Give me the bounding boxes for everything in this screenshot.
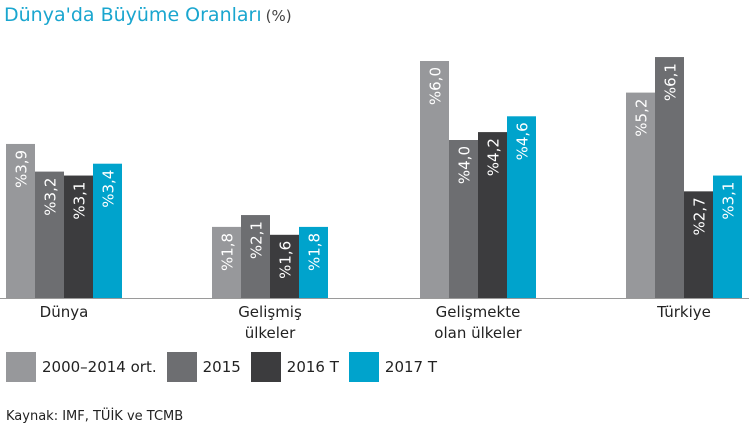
legend-item-2017: 2017 T (348, 352, 438, 382)
legend-label-2000-2014: 2000–2014 ort. (42, 358, 157, 376)
legend-swatch-2017 (348, 352, 379, 382)
bar-label-dunya-2015: %3,2 (42, 178, 60, 216)
category-label-turkiye: Türkiye (656, 303, 711, 321)
chart-legend: 2000–2014 ort. 2015 2016 T 2017 T (6, 352, 437, 382)
bar-gelismis-2017 (299, 226, 328, 298)
bar-turkiye-2000-2014 (626, 92, 655, 298)
legend-label-2017: 2017 T (384, 358, 438, 376)
chart-title: Dünya'da Büyüme Oranları (%) (4, 4, 292, 26)
bar-label-turkiye-2000-2014: %5,2 (633, 99, 651, 137)
legend-swatch-2000-2014 (6, 352, 36, 382)
bar-label-turkiye-2017: %3,1 (720, 182, 738, 220)
bar-label-gelismekte-2000-2014: %6,0 (427, 67, 445, 105)
bar-dunya-2015 (35, 171, 64, 298)
bar-dunya-2000-2014 (6, 143, 35, 298)
bar-gelismekte-2015 (449, 140, 478, 298)
legend-item-2000-2014: 2000–2014 ort. (6, 352, 157, 382)
chart-title-unit: (%) (265, 7, 292, 25)
bar-label-gelismekte-2015: %4,0 (456, 146, 474, 184)
legend-item-2015: 2015 (166, 352, 241, 382)
bar-label-gelismis-2016: %1,6 (277, 241, 295, 279)
bar-label-gelismis-2017: %1,8 (306, 233, 324, 271)
legend-label-2016: 2016 T (286, 358, 339, 376)
bar-label-turkiye-2016: %2,7 (691, 197, 709, 235)
bar-turkiye-2017 (713, 175, 742, 298)
legend-swatch-2016 (250, 352, 281, 382)
bar-gelismis-2015 (241, 215, 270, 298)
bar-label-dunya-2000-2014: %3,9 (13, 150, 31, 188)
bar-gelismekte-2000-2014 (420, 61, 449, 298)
bar-label-dunya-2016: %3,1 (71, 182, 89, 220)
bar-turkiye-2016 (684, 191, 713, 298)
legend-swatch-2015 (166, 352, 197, 382)
source-note: Kaynak: IMF, TÜİK ve TCMB (6, 409, 184, 424)
bar-label-gelismis-2000-2014: %1,8 (219, 233, 237, 271)
bar-gelismis-2000-2014 (212, 226, 241, 298)
bar-gelismekte-2016 (478, 132, 507, 298)
chart-title-text: Dünya'da Büyüme Oranları (4, 4, 262, 26)
bar-label-turkiye-2015: %6,1 (662, 63, 680, 101)
bar-chart: %3,9 %3,2 %3,1 %3,4 Dünya %1,8 %2,1 %1,6 %1,8 Gel… (0, 57, 749, 342)
bar-label-gelismis-2015: %2,1 (248, 221, 266, 259)
bar-gelismekte-2017 (507, 116, 536, 298)
category-label-dunya: Dünya (40, 303, 89, 321)
bar-turkiye-2015 (655, 57, 684, 298)
legend-item-2016: 2016 T (250, 352, 339, 382)
category-label-gelismis: Gelişmiş ülkeler (238, 303, 302, 342)
legend-label-2015: 2015 (202, 358, 241, 376)
bar-dunya-2017 (93, 163, 122, 298)
bar-label-gelismekte-2016: %4,2 (485, 138, 503, 176)
bar-gelismis-2016 (270, 234, 299, 298)
bar-dunya-2016 (64, 175, 93, 298)
category-label-gelismekte: Gelişmekte olan ülkeler (434, 303, 522, 342)
bar-label-dunya-2017: %3,4 (100, 170, 118, 208)
bar-label-gelismekte-2017: %4,6 (514, 122, 532, 160)
